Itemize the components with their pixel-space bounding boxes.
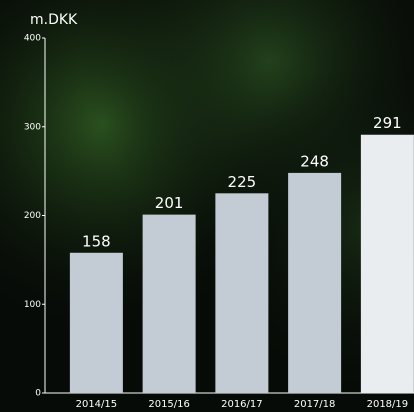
y-tick-label: 200 (24, 211, 41, 221)
y-tick-label: 100 (24, 300, 41, 310)
value-label: 225 (228, 173, 257, 191)
bar (215, 193, 268, 393)
value-label: 201 (155, 194, 184, 212)
x-tick-label: 2014/15 (76, 399, 118, 410)
x-tick-label: 2017/18 (294, 399, 336, 410)
y-tick-label: 300 (24, 122, 41, 132)
value-label: 248 (300, 152, 329, 170)
x-tick-label: 2018/19 (367, 399, 409, 410)
y-tick-label: 400 (24, 34, 41, 44)
value-label: 291 (373, 114, 402, 132)
bar (143, 215, 196, 393)
background-glow (0, 0, 414, 412)
bar (288, 173, 341, 393)
page: {"chart_data": {"type": "bar", "y_label"… (0, 0, 414, 412)
chart: m.DKK 0 100 200 300 400 2014/15 158 2015/16 201 2… (0, 0, 414, 412)
x-tick-label: 2016/17 (221, 399, 263, 410)
bar (70, 253, 123, 393)
bar (361, 135, 414, 393)
value-label: 158 (82, 232, 111, 250)
y-tick-label: 0 (35, 389, 41, 399)
x-tick-label: 2015/16 (148, 399, 190, 410)
y-axis-label: m.DKK (30, 12, 78, 28)
